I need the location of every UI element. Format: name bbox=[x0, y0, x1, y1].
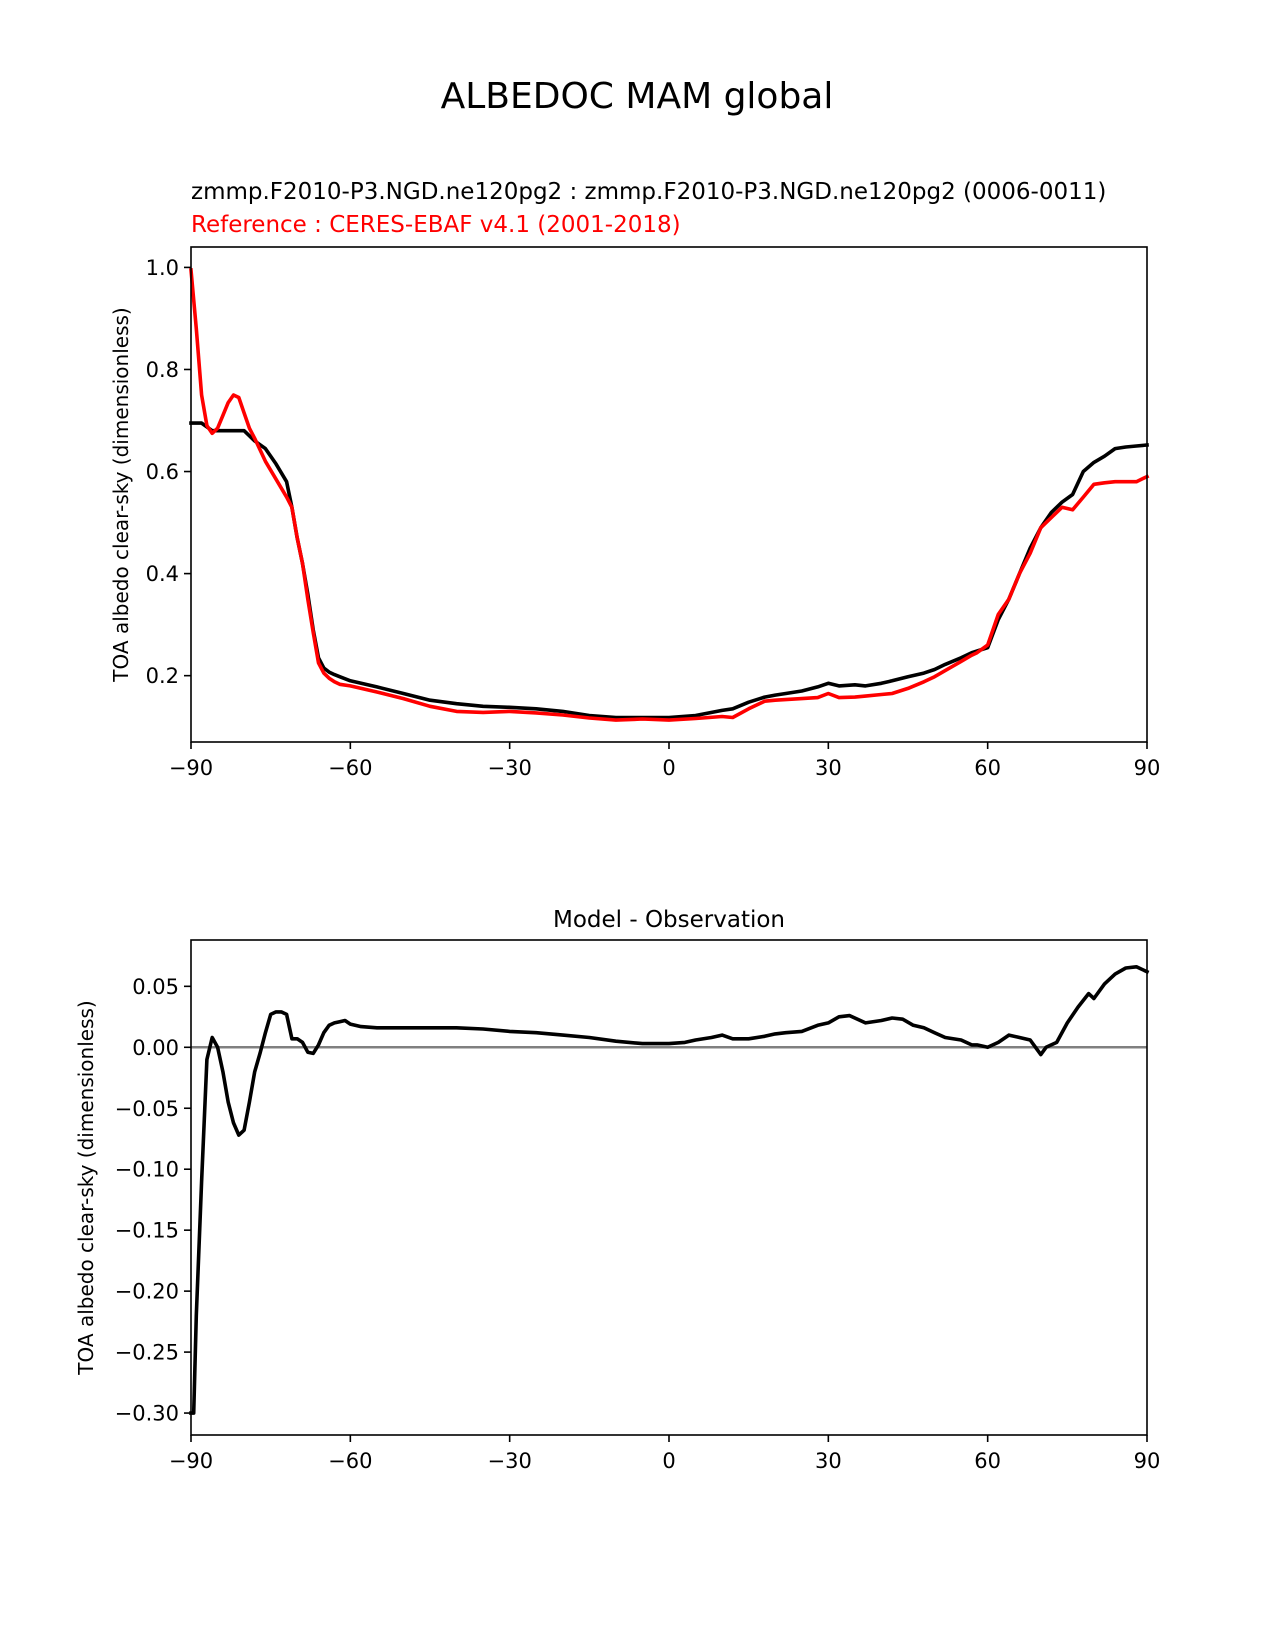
x-tick-label: 0 bbox=[662, 756, 675, 780]
series-line-1 bbox=[189, 965, 1150, 1415]
x-tick-label: 60 bbox=[974, 1449, 1001, 1473]
y-tick-label: −0.10 bbox=[115, 1158, 179, 1182]
y-tick-label: 0.6 bbox=[146, 460, 179, 484]
x-tick-label: 90 bbox=[1134, 756, 1161, 780]
y-tick-label: −0.30 bbox=[115, 1402, 179, 1426]
x-tick-label: 30 bbox=[815, 1449, 842, 1473]
x-tick-label: −60 bbox=[328, 756, 372, 780]
x-tick-label: −90 bbox=[169, 1449, 213, 1473]
chart-title-line-1: zmmp.F2010-P3.NGD.ne120pg2 : zmmp.F2010-… bbox=[191, 179, 1106, 205]
x-tick-label: 60 bbox=[974, 756, 1001, 780]
chart-title-line-1: Model - Observation bbox=[553, 907, 785, 933]
y-axis-label: TOA albedo clear-sky (dimensionless) bbox=[109, 307, 133, 682]
x-tick-label: −90 bbox=[169, 756, 213, 780]
y-tick-label: −0.05 bbox=[115, 1097, 179, 1121]
x-tick-label: 0 bbox=[662, 1449, 675, 1473]
x-tick-label: 90 bbox=[1134, 1449, 1161, 1473]
series-line-2 bbox=[189, 268, 1150, 722]
y-tick-label: 0.4 bbox=[146, 562, 179, 586]
x-tick-label: −60 bbox=[328, 1449, 372, 1473]
y-tick-label: 0.00 bbox=[132, 1036, 179, 1060]
chart-title-line-2: Reference : CERES-EBAF v4.1 (2001-2018) bbox=[191, 212, 681, 238]
panel-top-chart: zmmp.F2010-P3.NGD.ne120pg2 : zmmp.F2010-… bbox=[109, 179, 1160, 780]
panel-bottom-chart: Model - Observation −90 −60 −30 0 30 60 90 −0.30… bbox=[74, 907, 1160, 1473]
y-tick-label: 0.2 bbox=[146, 664, 179, 688]
y-tick-label: 0.05 bbox=[132, 975, 179, 999]
figure-suptitle: ALBEDOC MAM global bbox=[441, 76, 834, 117]
y-tick-label: −0.25 bbox=[115, 1341, 179, 1365]
x-tick-label: 30 bbox=[815, 756, 842, 780]
x-tick-label: −30 bbox=[488, 1449, 532, 1473]
y-axis-label: TOA albedo clear-sky (dimensionless) bbox=[74, 1000, 98, 1375]
y-tick-label: −0.15 bbox=[115, 1219, 179, 1243]
x-tick-label: −30 bbox=[488, 756, 532, 780]
y-tick-label: 1.0 bbox=[146, 256, 179, 280]
y-tick-label: 0.8 bbox=[146, 358, 179, 382]
y-tick-label: −0.20 bbox=[115, 1280, 179, 1304]
